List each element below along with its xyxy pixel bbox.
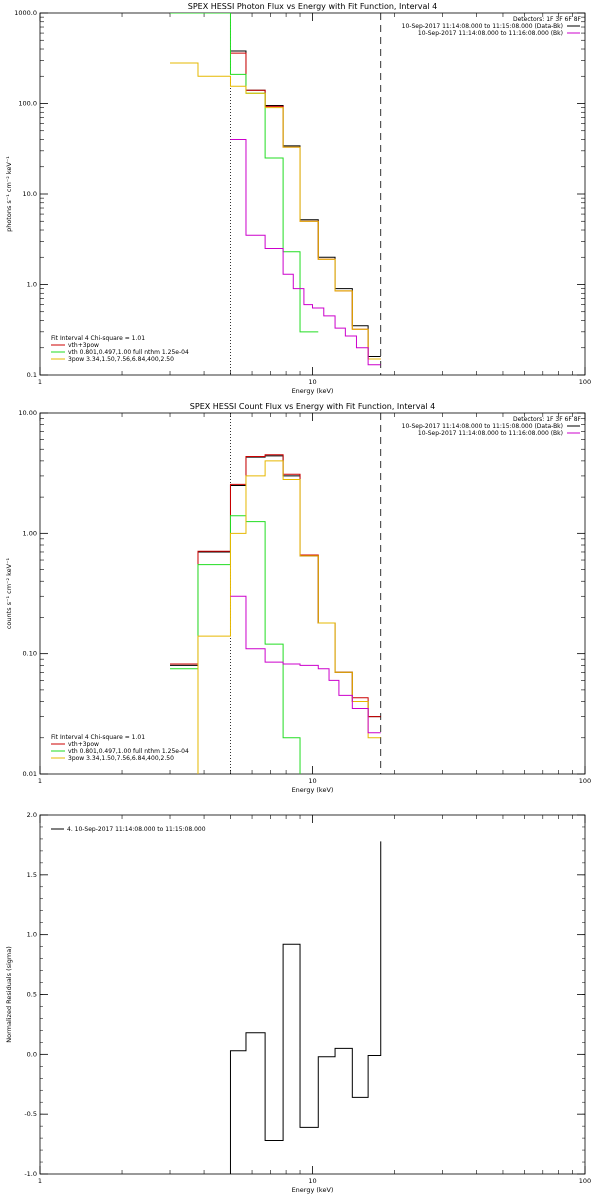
legend-entry: 3pow 3.34,1.50,7.56,6.84,400,2.50 <box>68 755 174 762</box>
series-black-line <box>229 841 382 1174</box>
plot-frame <box>39 412 586 775</box>
series-red-line <box>170 454 381 718</box>
panel-2: SPEX HESSI Count Flux vs Energy with Fit… <box>5 402 591 794</box>
interval-label: 10-Sep-2017 11:14:08.000 to 11:15:08.000… <box>402 23 563 30</box>
chart-title: SPEX HESSI Count Flux vs Energy with Fit… <box>190 402 435 411</box>
y-tick-label: 0.10 <box>23 650 37 658</box>
y-tick-label: 1.0 <box>27 281 37 289</box>
legend-entry: 4. 10-Sep-2017 11:14:08.000 to 11:15:08.… <box>67 826 206 833</box>
series-red-line <box>230 52 381 360</box>
plot-frame <box>39 12 586 376</box>
y-tick-label: 100.0 <box>18 100 37 108</box>
x-tick-label: 10 <box>308 1177 316 1185</box>
panel-1: SPEX HESSI Photon Flux vs Energy with Fi… <box>5 2 591 395</box>
series-black-line <box>170 455 381 718</box>
legend-entry: vth+3pow <box>68 342 99 349</box>
y-tick-label: 1000.0 <box>14 9 37 17</box>
x-tick-label: 1 <box>38 1177 42 1185</box>
legend-entry: vth+3pow <box>68 741 99 748</box>
series-yellow-line <box>197 460 381 774</box>
x-axis-label: Energy (keV) <box>292 786 334 794</box>
detectors-label: Detectors: 1F 3F 6F 8F <box>513 16 582 23</box>
x-tick-label: 100 <box>579 777 591 785</box>
series-yellow-line <box>170 62 381 360</box>
chart-title: SPEX HESSI Photon Flux vs Energy with Fi… <box>188 2 438 11</box>
series-group <box>229 841 382 1174</box>
y-tick-label: 0.1 <box>27 371 37 379</box>
y-tick-label: 1.5 <box>27 871 37 879</box>
y-tick-label: 10.00 <box>18 409 37 417</box>
interval-label: 10-Sep-2017 11:14:08.000 to 11:16:08.000… <box>418 430 563 437</box>
panel-3: 1 10 100 Energy (keV) -1.0 -0.5 0.0 0.5 1.0 1.5 2.… <box>5 811 591 1194</box>
y-tick-label: 0.01 <box>23 770 37 778</box>
x-tick-label: 100 <box>579 1177 591 1185</box>
y-tick-label: 2.0 <box>27 811 37 819</box>
y-tick-label: 1.00 <box>23 529 37 537</box>
y-tick-label: 1.0 <box>27 931 37 939</box>
y-tick-label: -0.5 <box>24 1110 37 1118</box>
y-tick-label: 0.0 <box>27 1050 37 1058</box>
x-axis-label: Energy (keV) <box>292 1186 334 1194</box>
x-tick-label: 10 <box>308 777 316 785</box>
x-tick-label: 100 <box>579 378 591 386</box>
series-green-line <box>170 13 319 333</box>
y-tick-label: 0.5 <box>27 991 37 999</box>
series-black-line <box>230 50 381 358</box>
x-tick-label: 10 <box>308 378 316 386</box>
x-tick-label: 1 <box>38 777 42 785</box>
legend-header: Fit Interval 4 Chi-square = 1.01 <box>51 335 145 342</box>
legend-entry: vth 0.801,0.497,1.00 full nthm 1.25e-04 <box>68 349 189 356</box>
series-magenta-line <box>230 139 381 366</box>
series-green-line <box>170 515 301 774</box>
y-tick-label: 10.0 <box>23 190 37 198</box>
series-magenta-line <box>230 595 381 734</box>
legend-entry: vth 0.801,0.497,1.00 full nthm 1.25e-04 <box>68 748 189 755</box>
series-group <box>170 454 381 774</box>
y-axis-label: photons s⁻¹ cm⁻² keV⁻¹ <box>5 156 13 232</box>
y-tick-label: -1.0 <box>24 1170 37 1178</box>
legend-header: Fit Interval 4 Chi-square = 1.01 <box>51 734 145 741</box>
x-tick-label: 1 <box>38 378 42 386</box>
interval-label: 10-Sep-2017 11:14:08.000 to 11:16:08.000… <box>418 30 563 37</box>
plot-frame <box>39 814 586 1175</box>
y-axis-label: Normalized Residuals (sigma) <box>5 946 13 1043</box>
y-axis-label: counts s⁻¹ cm⁻² keV⁻¹ <box>5 557 13 629</box>
series-group <box>170 13 381 366</box>
legend-entry: 3pow 3.34,1.50,7.56,6.84,400,2.50 <box>68 356 174 363</box>
detectors-label: Detectors: 1F 3F 6F 8F <box>513 416 582 423</box>
x-axis-label: Energy (keV) <box>292 387 334 395</box>
interval-label: 10-Sep-2017 11:14:08.000 to 11:15:08.000… <box>402 423 563 430</box>
